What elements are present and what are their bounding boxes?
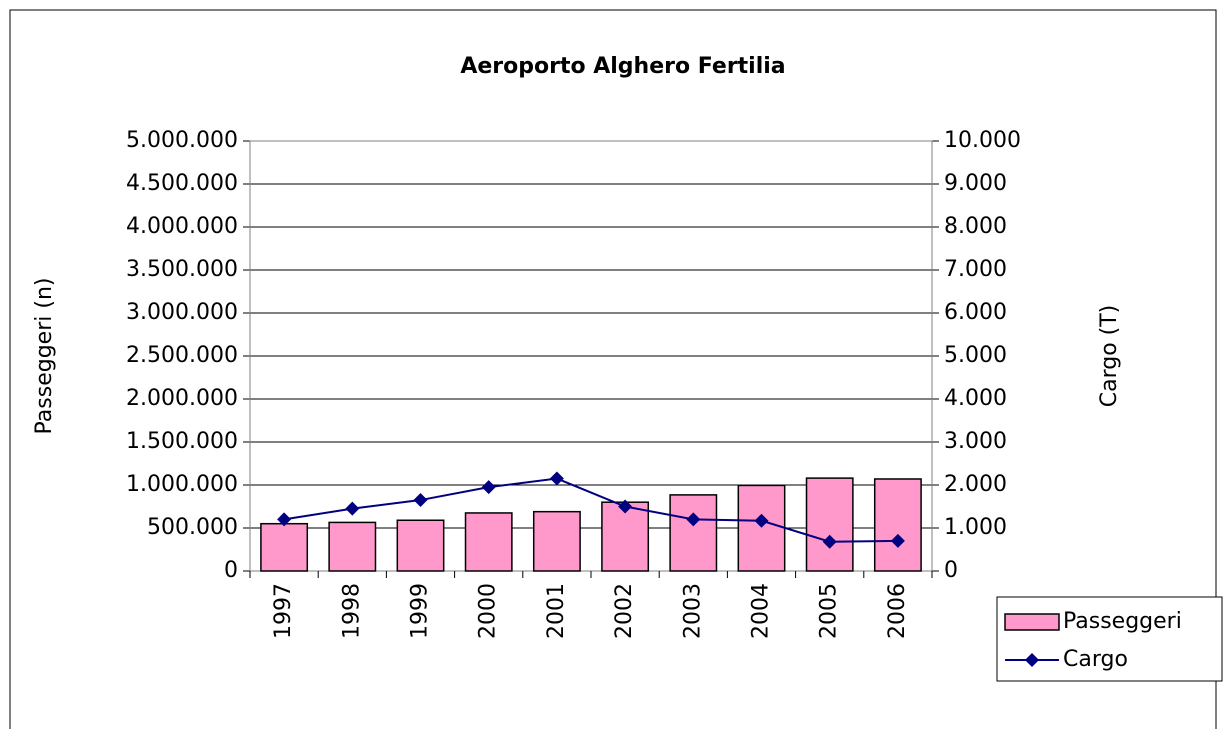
marker: [890, 533, 905, 548]
y-tick-label: 3.500.000: [126, 257, 238, 282]
chart-title: Aeroporto Alghero Fertilia: [460, 54, 785, 79]
bar: [737, 484, 786, 572]
legend-label: Passeggeri: [1063, 609, 1182, 634]
y2-tick-label: 6.000: [944, 300, 1007, 325]
y-axis-label: Passeggeri (n): [32, 278, 57, 435]
marker: [345, 501, 360, 516]
marker: [822, 534, 837, 549]
chart-frame: [9, 9, 1217, 729]
y2-tick-label: 4.000: [944, 386, 1007, 411]
y2-tick-label: 8.000: [944, 214, 1007, 239]
y-tick-label: 4.500.000: [126, 171, 238, 196]
x-tick-label: 2003: [680, 583, 705, 639]
y2-tick-label: 0: [944, 558, 958, 583]
bar: [328, 521, 377, 572]
y2-tick-label: 3.000: [944, 429, 1007, 454]
bar: [532, 510, 581, 572]
bar: [873, 478, 922, 572]
y-tick-label: 0: [224, 558, 238, 583]
y-tick-label: 5.000.000: [126, 128, 238, 153]
y2-tick-label: 10.000: [944, 128, 1021, 153]
y2-tick-label: 9.000: [944, 171, 1007, 196]
y-tick-label: 1.000.000: [126, 472, 238, 497]
y2-tick-label: 5.000: [944, 343, 1007, 368]
bar: [396, 519, 445, 572]
x-tick-label: 1999: [408, 583, 433, 639]
marker: [549, 471, 564, 486]
x-tick-label: 2004: [749, 583, 774, 639]
x-tick-label: 2001: [544, 583, 569, 639]
marker: [618, 499, 633, 514]
legend-swatch: [1004, 613, 1060, 631]
marker: [754, 513, 769, 528]
x-tick-label: 1998: [339, 583, 364, 639]
legend-marker: [1025, 653, 1039, 667]
x-tick-label: 2000: [476, 583, 501, 639]
y2-tick-label: 1.000: [944, 515, 1007, 540]
y-tick-label: 1.500.000: [126, 429, 238, 454]
y-tick-label: 3.000.000: [126, 300, 238, 325]
y2-tick-label: 2.000: [944, 472, 1007, 497]
marker: [686, 512, 701, 527]
x-tick-label: 2002: [612, 583, 637, 639]
y-tick-label: 4.000.000: [126, 214, 238, 239]
y-tick-label: 2.000.000: [126, 386, 238, 411]
marker: [481, 480, 496, 495]
bar: [805, 477, 854, 572]
bar: [669, 494, 718, 572]
y-tick-label: 500.000: [147, 515, 238, 540]
x-tick-label: 2005: [817, 583, 842, 639]
legend-label: Cargo: [1063, 647, 1128, 672]
x-tick-label: 1997: [271, 583, 296, 639]
y2-tick-label: 7.000: [944, 257, 1007, 282]
y2-axis-label: Cargo (T): [1097, 305, 1122, 408]
bar: [464, 512, 513, 572]
y-tick-label: 2.500.000: [126, 343, 238, 368]
marker: [277, 512, 292, 527]
legend-box: [996, 596, 1223, 682]
line: [283, 477, 898, 543]
bar: [601, 501, 650, 572]
x-tick-label: 2006: [885, 583, 910, 639]
bar: [260, 522, 309, 572]
marker: [413, 493, 428, 508]
